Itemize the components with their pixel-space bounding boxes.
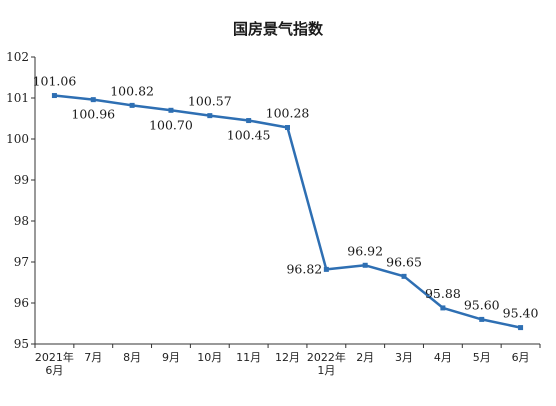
y-tick-label: 100 (6, 132, 29, 146)
series-group (51, 93, 524, 331)
y-axis: 95 96 97 98 99 100 101 102 (6, 50, 36, 351)
data-point (207, 113, 213, 119)
data-point (479, 316, 485, 322)
data-label: 100.70 (149, 117, 193, 132)
data-point (51, 93, 57, 99)
data-label: 95.60 (464, 297, 500, 312)
data-point (518, 325, 524, 331)
x-tick-label: 12月 (275, 351, 300, 364)
x-axis: 2021年 6月 7月 8月 9月 10月 11月 12月 2022年 1月 2月 3月 4月 5月 6月 (34, 343, 541, 377)
y-tick-label: 102 (6, 50, 29, 64)
x-tick-label: 2021年 6月 (35, 350, 74, 377)
data-label: 100.82 (110, 83, 154, 98)
x-tick-label: 8月 (123, 351, 141, 364)
y-tick-label: 101 (6, 91, 29, 105)
data-point (129, 102, 135, 108)
y-tick-label: 96 (14, 296, 29, 310)
data-label: 95.40 (503, 306, 539, 321)
x-tick-label: 6月 (512, 351, 530, 364)
data-label: 96.92 (347, 243, 383, 258)
x-tick-label: 4月 (434, 351, 452, 364)
x-tick-label: 5月 (473, 351, 491, 364)
x-tick-label: 10月 (197, 351, 222, 364)
x-tick-label: 2022年 1月 (307, 350, 346, 377)
y-tick-label: 97 (14, 255, 29, 269)
data-label: 100.96 (71, 107, 115, 122)
x-tick-label: 7月 (84, 351, 102, 364)
x-tick-label: 11月 (236, 351, 261, 364)
data-point (440, 305, 446, 311)
data-label: 100.28 (266, 106, 310, 121)
x-tick-label: 3月 (395, 351, 413, 364)
y-tick-label: 95 (14, 337, 29, 351)
y-tick-label: 99 (14, 173, 29, 187)
x-tick-label: 9月 (162, 351, 180, 364)
data-label: 100.57 (188, 94, 232, 109)
y-tick-label: 98 (14, 214, 29, 228)
data-point (285, 125, 290, 131)
chart-title: 国房景气指数 (233, 20, 324, 38)
x-tick-label: 2月 (356, 351, 374, 364)
data-point (246, 118, 252, 124)
data-label: 96.65 (386, 254, 422, 269)
data-labels-group: 101.06 100.96 100.82 100.70 100.57 100.45 100.… (33, 74, 539, 321)
data-label: 95.88 (425, 286, 461, 301)
data-point (323, 266, 329, 272)
data-point (362, 262, 368, 268)
data-point (90, 97, 96, 103)
data-label: 101.06 (33, 74, 77, 89)
data-point (168, 107, 174, 113)
data-label: 100.45 (227, 128, 271, 143)
data-label: 96.82 (286, 261, 322, 276)
data-point (401, 273, 407, 279)
